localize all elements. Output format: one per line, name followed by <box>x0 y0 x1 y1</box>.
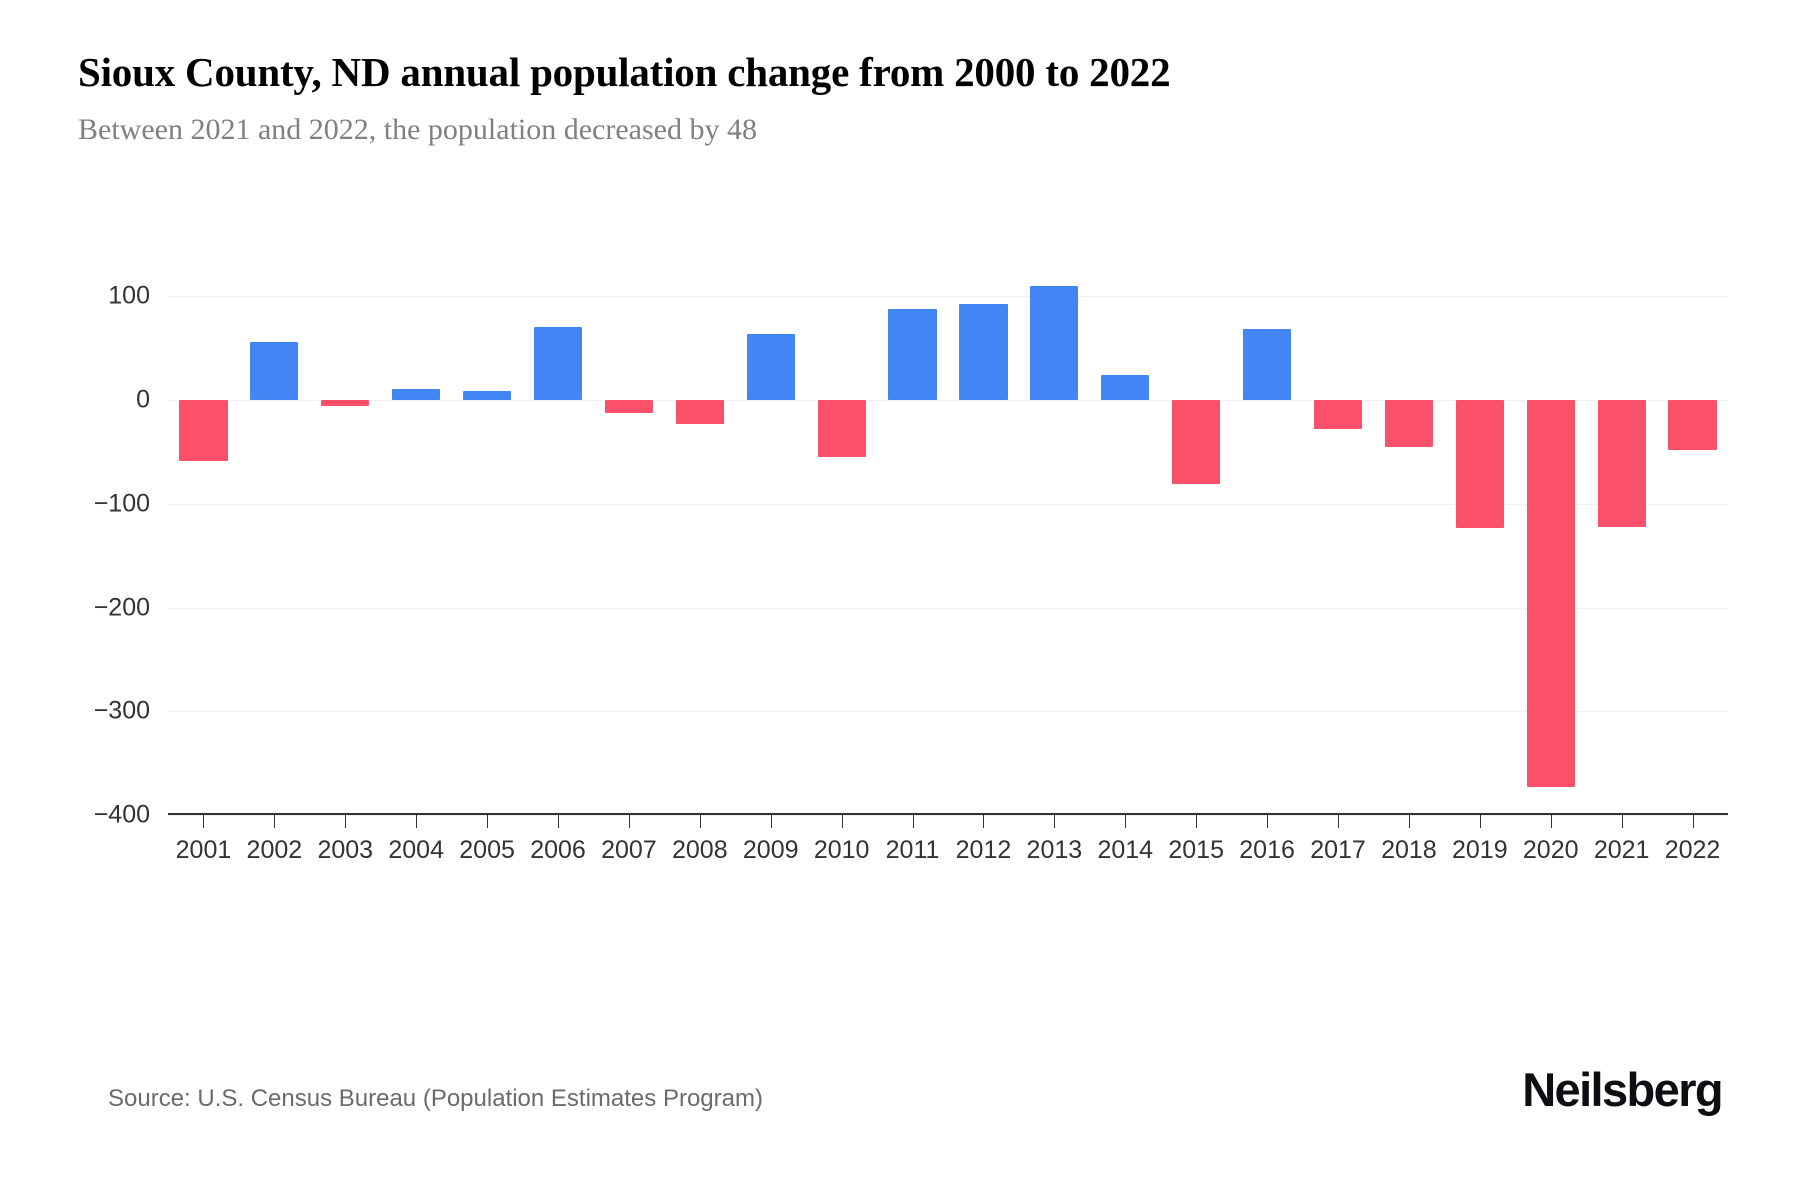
y-axis-tick-label: 0 <box>136 385 150 414</box>
bar-2020[interactable] <box>1526 400 1575 787</box>
chart-header: Sioux County, ND annual population chang… <box>78 46 1718 150</box>
x-axis-tick <box>274 815 276 828</box>
x-axis-tick <box>558 815 559 828</box>
gridline--100 <box>168 503 1728 505</box>
bar-2011[interactable] <box>888 308 937 401</box>
bar-2012[interactable] <box>959 303 1008 401</box>
bar-2005[interactable] <box>462 390 512 401</box>
bar-2018[interactable] <box>1384 400 1433 447</box>
bar-2006[interactable] <box>533 326 583 401</box>
bar-2003[interactable] <box>321 400 370 407</box>
x-axis-tick <box>983 815 985 828</box>
x-axis-tick <box>912 815 914 828</box>
chart-canvas: 100 0 −100 −200 −300 −400 <box>94 255 1728 829</box>
x-axis-tick-label-2021: 2021 <box>1593 836 1650 864</box>
x-axis-tick <box>1196 815 1198 828</box>
y-axis-tick-label: −200 <box>93 593 150 622</box>
x-axis-tick <box>1479 815 1481 828</box>
x-axis-line <box>168 813 1728 815</box>
bar-2021[interactable] <box>1597 400 1646 527</box>
x-axis-tick <box>1550 815 1552 828</box>
x-axis-tick-label-2014: 2014 <box>1097 836 1154 864</box>
bar-2007[interactable] <box>604 400 653 413</box>
bar-2016[interactable] <box>1242 328 1292 401</box>
bar-2002[interactable] <box>250 342 299 401</box>
bar-series <box>168 255 1728 815</box>
y-gridlines: 100 0 −100 −200 −300 −400 <box>94 255 1728 829</box>
x-axis-tick <box>699 815 701 828</box>
x-axis-tick <box>841 815 843 828</box>
x-axis-tick-label-2006: 2006 <box>530 836 586 864</box>
bar-2010[interactable] <box>817 400 866 458</box>
x-axis-tick <box>628 815 630 828</box>
x-axis-tick-label-2016: 2016 <box>1239 836 1295 864</box>
x-axis-labels: 2001 2002 2003 2004 2005 2006 2007 2008 2009 2010… <box>168 836 1728 876</box>
x-axis-tick-label-2018: 2018 <box>1381 836 1437 864</box>
y-axis-tick-label: 100 <box>108 281 150 310</box>
page-title: Sioux County, ND annual population chang… <box>78 49 1171 95</box>
x-axis-tick <box>345 815 347 828</box>
x-axis-tick <box>1125 815 1127 828</box>
x-axis-tick-label-2008: 2008 <box>672 836 728 864</box>
bar-2001[interactable] <box>179 400 228 462</box>
bar-2009[interactable] <box>746 333 795 401</box>
bar-2017[interactable] <box>1313 400 1363 430</box>
x-axis-tick <box>1267 815 1269 828</box>
brand-logo: Neilsberg <box>1522 1063 1723 1116</box>
x-axis-tick-label-2001: 2001 <box>175 836 232 864</box>
x-axis-tick-label-2015: 2015 <box>1168 836 1224 864</box>
gridline--400 <box>168 815 1728 816</box>
gridline-0 <box>168 400 1728 402</box>
x-axis-tick <box>203 815 205 828</box>
x-axis-tick-label-2005: 2005 <box>459 836 515 864</box>
gridline--300 <box>168 711 1728 713</box>
x-axis-tick <box>1338 815 1339 828</box>
x-axis-tick-label-2022: 2022 <box>1664 836 1721 864</box>
x-axis-tick-label-2017: 2017 <box>1310 836 1366 864</box>
x-axis-tick-label-2004: 2004 <box>388 836 444 864</box>
x-axis-tick-label-2002: 2002 <box>246 836 303 864</box>
x-axis-tick-label-2007: 2007 <box>601 836 657 864</box>
chart-subtitle: Between 2021 and 2022, the population de… <box>78 113 757 146</box>
bar-2013[interactable] <box>1030 286 1079 401</box>
x-axis-tick-label-2010: 2010 <box>813 836 870 864</box>
x-axis-tick <box>1692 815 1694 828</box>
bar-2014[interactable] <box>1101 375 1150 401</box>
x-axis-tick-label-2009: 2009 <box>742 836 799 864</box>
bar-2015[interactable] <box>1172 400 1221 485</box>
x-axis-tick-label-2020: 2020 <box>1522 836 1579 864</box>
bar-2022[interactable] <box>1668 400 1717 450</box>
x-axis-tick-label-2011: 2011 <box>885 836 940 864</box>
x-axis-tick <box>1054 815 1056 828</box>
gridline--200 <box>168 607 1728 609</box>
gridline-100 <box>168 296 1728 298</box>
x-axis-tick-label-2003: 2003 <box>317 836 374 864</box>
source-note: Source: U.S. Census Bureau (Population E… <box>108 1085 763 1112</box>
x-axis-tick <box>1408 815 1410 828</box>
bar-2019[interactable] <box>1455 400 1504 528</box>
x-axis-tick <box>487 815 489 828</box>
x-axis-tick-label-2019: 2019 <box>1452 836 1508 864</box>
x-axis-tick <box>416 815 418 828</box>
x-axis-tick-label-2013: 2013 <box>1026 836 1083 864</box>
bar-2008[interactable] <box>675 400 724 425</box>
x-axis-tick-label-2012: 2012 <box>955 836 1012 864</box>
x-axis-tick <box>770 815 772 828</box>
y-axis-tick-label: −100 <box>93 489 150 518</box>
bar-2004[interactable] <box>392 388 441 401</box>
y-axis-tick-label: −300 <box>93 696 150 725</box>
y-axis-tick-label: −400 <box>93 800 150 829</box>
x-axis-ticks <box>168 815 1728 829</box>
x-axis-tick <box>1621 815 1623 828</box>
